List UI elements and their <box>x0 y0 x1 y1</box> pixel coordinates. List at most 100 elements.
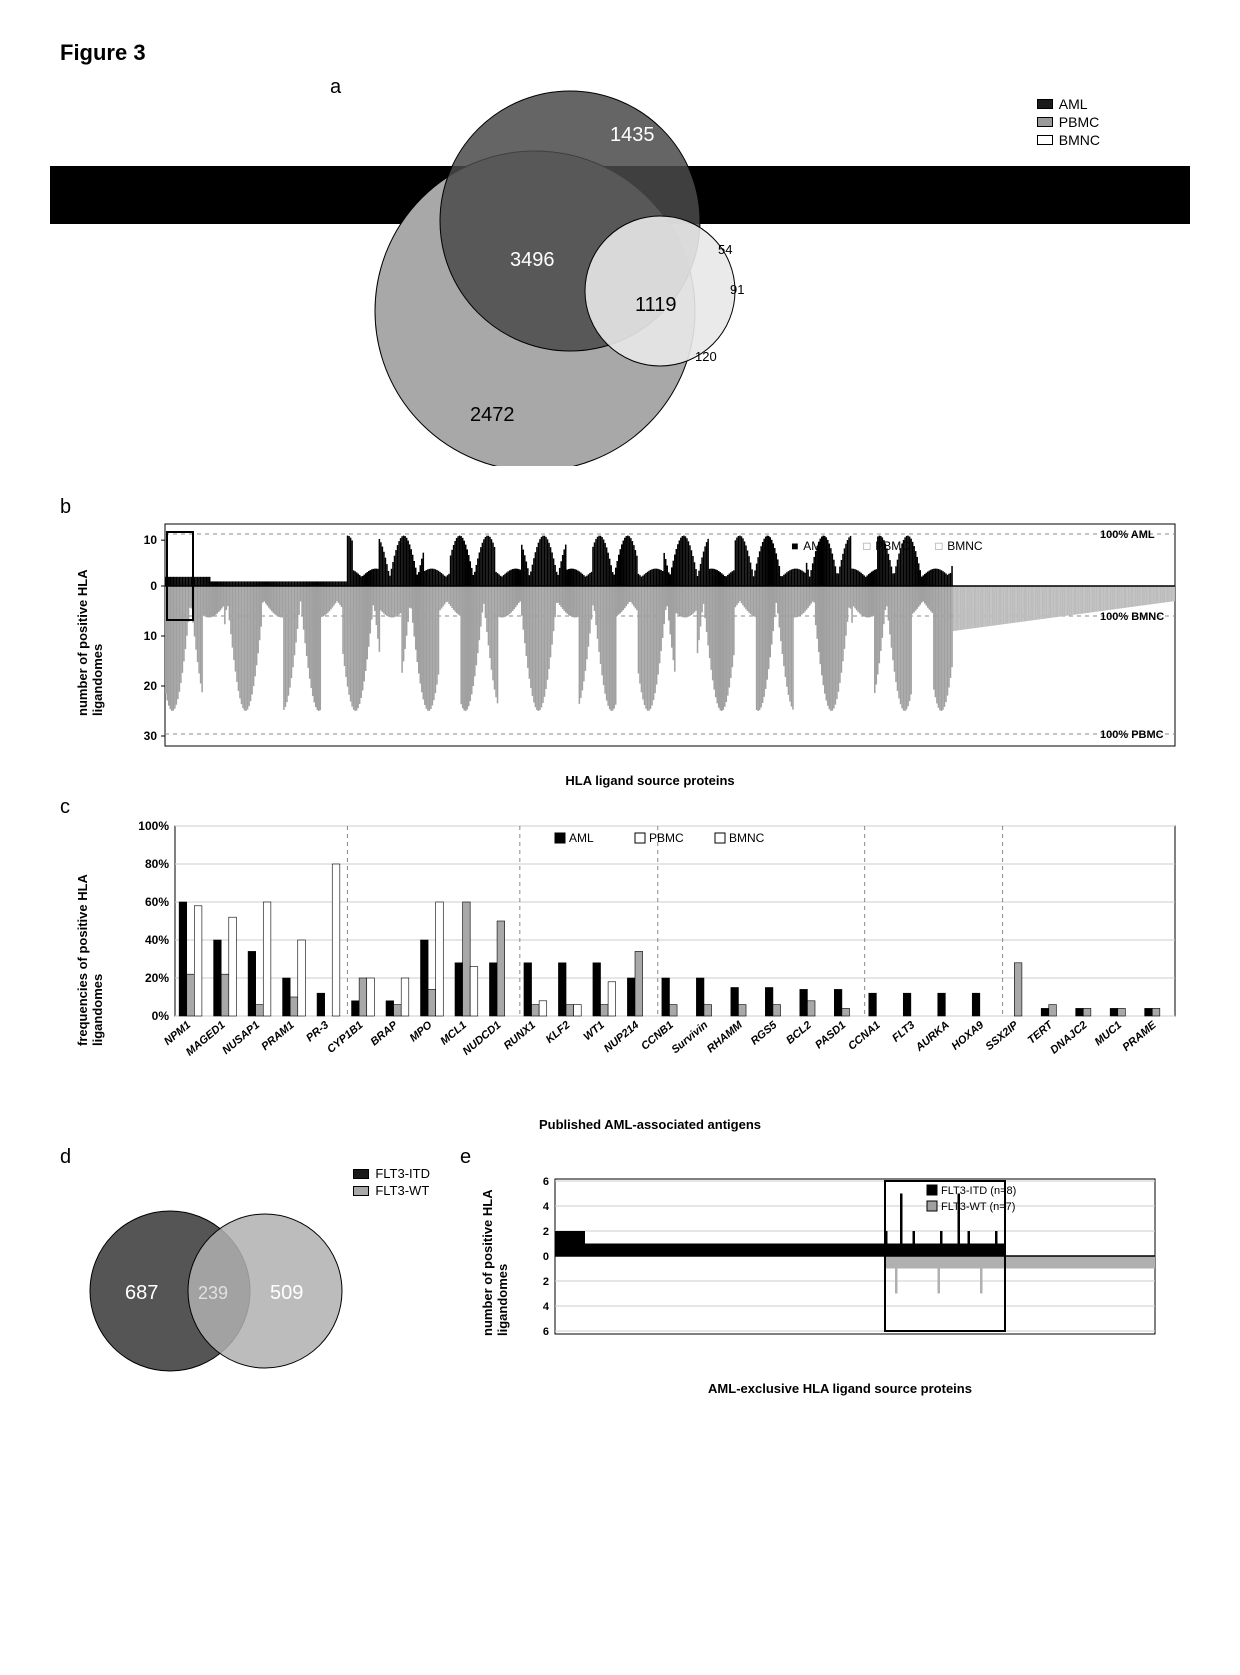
panel-b-chart: 100% AML 100% BMNC 100% PBMC 0 10 10 20 30 ■ AML □… <box>120 516 1180 756</box>
svg-text:2: 2 <box>543 1226 549 1238</box>
venn-d-center: 239 <box>198 1283 228 1303</box>
svg-text:HOXA9: HOXA9 <box>949 1019 986 1053</box>
panel-e: e number of positive HLAligandomes 02462… <box>470 1146 1180 1396</box>
venn-d-left: 687 <box>125 1282 158 1304</box>
svg-text:AML: AML <box>803 539 828 553</box>
svg-text:Survivin: Survivin <box>669 1019 710 1056</box>
svg-text:100% AML: 100% AML <box>1100 529 1155 541</box>
panel-c-chart: 0% 20% 40% 60% 80% 100% NPM1MAGED1NUSAP1PRAM1 P… <box>120 816 1180 1106</box>
svg-text:BMNC: BMNC <box>729 831 765 845</box>
panel-b-label: b <box>60 496 71 519</box>
legend-pbmc: PBMC <box>1059 114 1099 130</box>
panel-b-xlabel: HLA ligand source proteins <box>120 773 1180 788</box>
svg-text:TERT: TERT <box>1026 1018 1057 1046</box>
panel-d-legend: FLT3-ITD FLT3-WT <box>353 1166 430 1200</box>
venn-d-right: 509 <box>270 1282 303 1304</box>
svg-text:MPO: MPO <box>408 1019 435 1045</box>
svg-text:20%: 20% <box>145 971 169 985</box>
svg-text:BRAP: BRAP <box>368 1019 400 1049</box>
svg-text:10: 10 <box>144 629 158 643</box>
panel-c-label: c <box>60 796 70 819</box>
svg-text:100%: 100% <box>138 819 169 833</box>
panel-d-venn: 687 239 509 <box>70 1201 370 1381</box>
panel-c: c frequencies of positive HLAligandomes … <box>60 806 1180 1126</box>
legend-flt3itd: FLT3-ITD <box>375 1166 430 1181</box>
svg-text:FLT3-WT (n=7): FLT3-WT (n=7) <box>941 1201 1015 1213</box>
venn-a-pbmc: 2472 <box>470 404 515 426</box>
panel-c-ylabel: frequencies of positive HLAligandomes <box>75 874 105 1046</box>
venn-a-r2: 91 <box>730 282 744 297</box>
svg-text:2: 2 <box>543 1276 549 1288</box>
venn-a-r1: 54 <box>718 242 732 257</box>
svg-text:CYP1B1: CYP1B1 <box>325 1019 365 1056</box>
svg-text:PRAME: PRAME <box>1121 1019 1160 1054</box>
svg-text:NUDCD1: NUDCD1 <box>461 1019 504 1058</box>
svg-text:RGS5: RGS5 <box>749 1019 780 1048</box>
svg-text:6: 6 <box>543 1176 549 1188</box>
swatch-bmnc <box>1037 135 1053 145</box>
panel-a-venn: 1435 3496 1119 54 91 120 2472 <box>300 86 820 466</box>
panel-e-chart: 0246246FLT3-ITD (n=8)FLT3-WT (n=7) <box>520 1161 1160 1361</box>
legend-bmnc: BMNC <box>1059 132 1100 148</box>
venn-a-aml: 1435 <box>610 124 655 146</box>
svg-text:CCNA1: CCNA1 <box>846 1019 883 1053</box>
svg-text:□: □ <box>935 539 942 553</box>
panel-a: a 1435 3496 1119 54 91 120 2472 AML PBMC… <box>60 76 1180 476</box>
swatch-aml <box>1037 99 1053 109</box>
svg-text:NPM1: NPM1 <box>162 1019 193 1048</box>
panel-d: d FLT3-ITD FLT3-WT 687 239 509 <box>60 1146 440 1396</box>
svg-text:PRAM1: PRAM1 <box>259 1019 296 1053</box>
svg-text:0: 0 <box>543 1251 549 1263</box>
panel-c-xlabel: Published AML-associated antigens <box>120 1117 1180 1132</box>
swatch-flt3itd <box>353 1169 369 1179</box>
svg-text:30: 30 <box>144 729 158 743</box>
swatch-flt3wt <box>353 1186 369 1196</box>
venn-a-r3: 120 <box>695 349 717 364</box>
svg-text:PBMC: PBMC <box>875 539 910 553</box>
legend-flt3wt: FLT3-WT <box>375 1183 429 1198</box>
figure-title: Figure 3 <box>60 40 1180 66</box>
panel-b: b number of positive HLAligandomes 100% … <box>60 506 1180 786</box>
svg-text:80%: 80% <box>145 857 169 871</box>
svg-text:PASD1: PASD1 <box>813 1019 848 1051</box>
svg-text:RUNX1: RUNX1 <box>502 1019 538 1052</box>
svg-text:KLF2: KLF2 <box>544 1019 573 1046</box>
swatch-pbmc <box>1037 117 1053 127</box>
svg-text:MCL1: MCL1 <box>438 1019 469 1047</box>
svg-text:WT1: WT1 <box>581 1019 607 1043</box>
svg-text:□: □ <box>863 539 870 553</box>
svg-text:BCL2: BCL2 <box>784 1019 814 1047</box>
svg-text:AURKA: AURKA <box>913 1019 952 1054</box>
svg-text:NUSAP1: NUSAP1 <box>220 1019 262 1057</box>
svg-text:■: ■ <box>791 539 798 553</box>
svg-text:NUP214: NUP214 <box>602 1019 642 1055</box>
svg-text:PR-3: PR-3 <box>304 1019 331 1044</box>
svg-text:10: 10 <box>144 533 158 547</box>
svg-text:0%: 0% <box>152 1009 170 1023</box>
panel-e-xlabel: AML-exclusive HLA ligand source proteins <box>520 1381 1160 1396</box>
svg-text:SSX2IP: SSX2IP <box>983 1019 1021 1053</box>
svg-text:20: 20 <box>144 679 158 693</box>
svg-text:MUC1: MUC1 <box>1093 1019 1125 1048</box>
svg-text:40%: 40% <box>145 933 169 947</box>
svg-text:FLT3-ITD (n=8): FLT3-ITD (n=8) <box>941 1185 1016 1197</box>
venn-a-center: 3496 <box>510 249 555 271</box>
svg-text:0: 0 <box>150 579 157 593</box>
panel-e-ylabel: number of positive HLAligandomes <box>480 1189 510 1336</box>
panel-e-label: e <box>460 1146 471 1169</box>
svg-text:AML: AML <box>569 831 594 845</box>
panel-b-ylabel: number of positive HLAligandomes <box>75 569 105 716</box>
svg-text:FLT3: FLT3 <box>890 1019 917 1045</box>
legend-aml: AML <box>1059 96 1088 112</box>
svg-text:100% BMNC: 100% BMNC <box>1100 611 1164 623</box>
svg-text:60%: 60% <box>145 895 169 909</box>
svg-text:RHAMM: RHAMM <box>705 1019 746 1056</box>
svg-text:BMNC: BMNC <box>947 539 983 553</box>
svg-text:4: 4 <box>543 1301 550 1313</box>
panel-a-legend: AML PBMC BMNC <box>1037 96 1100 150</box>
venn-a-bmnc: 1119 <box>635 294 677 316</box>
svg-text:6: 6 <box>543 1326 549 1338</box>
svg-text:100% PBMC: 100% PBMC <box>1100 729 1164 741</box>
svg-text:MAGED1: MAGED1 <box>184 1019 228 1058</box>
panel-d-label: d <box>60 1146 71 1169</box>
